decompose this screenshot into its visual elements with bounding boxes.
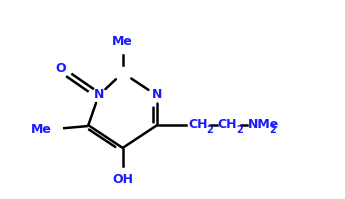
Text: NMe: NMe	[247, 118, 279, 131]
Text: Me: Me	[112, 35, 133, 48]
Text: N: N	[152, 88, 162, 101]
Text: CH: CH	[188, 118, 207, 131]
Text: OH: OH	[112, 173, 133, 186]
Text: 2: 2	[206, 125, 213, 135]
Text: Me: Me	[31, 123, 52, 136]
Text: CH: CH	[218, 118, 237, 131]
Text: 2: 2	[269, 125, 276, 135]
Text: 2: 2	[236, 125, 243, 135]
Text: O: O	[56, 62, 66, 75]
Text: N: N	[93, 88, 104, 101]
